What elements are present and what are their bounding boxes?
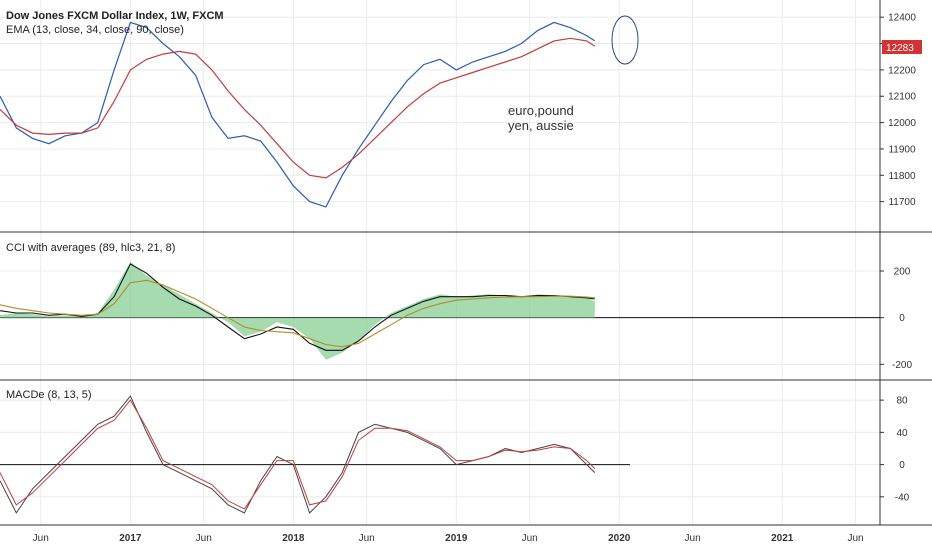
price-y-tick-label: 11700 (888, 197, 916, 208)
cci-y-tick-label: -200 (892, 360, 912, 371)
price-y-tick-label: 11900 (888, 144, 916, 155)
x-tick-label: 2021 (771, 533, 794, 544)
cci-panel-title: CCI with averages (89, hlc3, 21, 8) (6, 242, 175, 254)
cci-average-slow-line[interactable] (0, 279, 595, 348)
x-tick-label: Jun (522, 533, 538, 544)
price-y-tick-label: 12100 (888, 92, 916, 103)
ema-fast-line[interactable] (0, 21, 596, 208)
macd-line[interactable] (0, 395, 596, 514)
grid (0, 0, 880, 525)
macd-panel-title: MACDe (8, 13, 5) (6, 389, 92, 401)
circle-annotation[interactable] (611, 15, 639, 65)
x-tick-label: Jun (685, 533, 701, 544)
price-panel-title: Dow Jones FXCM Dollar Index, 1W, FXCM (6, 10, 224, 22)
x-tick-label: Jun (847, 533, 863, 544)
cci-area[interactable] (0, 261, 595, 360)
macd-signal-line[interactable] (0, 399, 596, 510)
price-y-tick-label: 12400 (888, 13, 916, 24)
annotation-text-1: euro,pound (508, 103, 574, 118)
x-tick-label: 2018 (282, 533, 305, 544)
price-y-tick-label: 12000 (888, 118, 916, 129)
x-tick-label: 2019 (445, 533, 468, 544)
price-panel[interactable] (0, 21, 596, 208)
x-tick-label: Jun (196, 533, 212, 544)
cci-y-tick-label: 200 (894, 267, 911, 278)
annotation-text-2: yen, aussie (508, 118, 574, 133)
ema-slow-line[interactable] (0, 37, 596, 179)
last-price-badge (882, 40, 922, 54)
x-tick-label: Jun (359, 533, 375, 544)
ema-indicator-label: EMA (13, close, 34, close, 90, close) (6, 24, 184, 36)
x-tick-label: 2020 (608, 533, 631, 544)
x-tick-label: 2017 (119, 533, 142, 544)
cci-panel[interactable] (0, 261, 880, 360)
x-tick-label: Jun (33, 533, 49, 544)
last-price-badge-text: 12283 (886, 43, 914, 54)
macd-y-tick-label: 0 (899, 460, 905, 471)
cci-y-tick-label: 0 (899, 313, 905, 324)
macd-y-tick-label: 80 (896, 396, 908, 407)
macd-y-tick-label: 40 (896, 428, 908, 439)
price-y-tick-label: 11800 (888, 171, 916, 182)
macd-y-tick-label: -40 (895, 492, 910, 503)
price-y-tick-label: 12200 (888, 65, 916, 76)
macd-panel[interactable] (0, 395, 630, 514)
